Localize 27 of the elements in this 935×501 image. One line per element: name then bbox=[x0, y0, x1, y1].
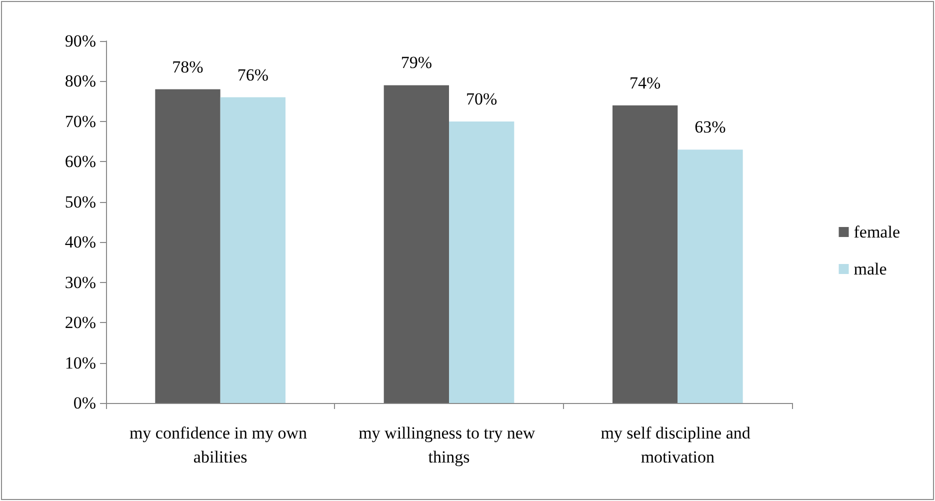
bar bbox=[449, 121, 514, 403]
y-tick-label: 70% bbox=[64, 112, 96, 131]
bar bbox=[384, 85, 449, 403]
data-label: 70% bbox=[466, 89, 498, 108]
y-tick-label: 20% bbox=[64, 313, 96, 332]
y-tick-label: 90% bbox=[64, 32, 96, 50]
y-tick-label: 50% bbox=[64, 192, 96, 212]
y-tick-label: 60% bbox=[64, 152, 96, 172]
y-tick-label: 10% bbox=[64, 353, 96, 372]
data-label: 74% bbox=[629, 73, 661, 92]
y-tick-label: 0% bbox=[73, 394, 96, 412]
y-tick-label: 40% bbox=[64, 232, 96, 252]
bar bbox=[155, 89, 220, 403]
data-label: 63% bbox=[694, 118, 726, 137]
data-label: 78% bbox=[172, 57, 204, 76]
x-tick-label: my confidence in my own abilities bbox=[129, 424, 312, 466]
y-tick-label: 80% bbox=[64, 72, 96, 91]
bar bbox=[220, 97, 286, 403]
legend-label: female bbox=[854, 222, 900, 242]
bar bbox=[678, 150, 743, 403]
data-label: 79% bbox=[400, 53, 432, 72]
data-label: 76% bbox=[237, 65, 269, 84]
x-tick-label: my willingness to try new things bbox=[358, 424, 540, 466]
bar bbox=[612, 105, 678, 403]
x-tick-label: my self discipline and motivation bbox=[600, 424, 755, 466]
y-tick-label: 30% bbox=[64, 272, 96, 292]
legend-label: male bbox=[854, 260, 887, 278]
